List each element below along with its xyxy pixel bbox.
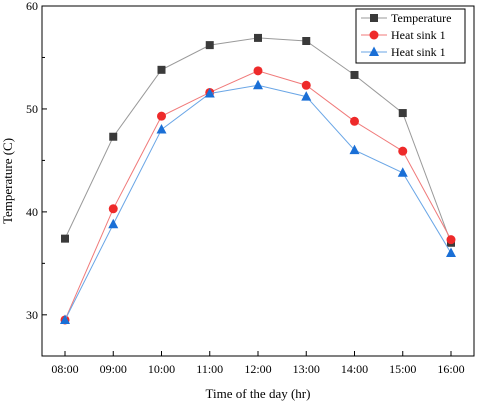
x-tick-label: 10:00 <box>148 362 175 376</box>
y-tick-label: 40 <box>26 205 38 219</box>
legend-label: Temperature <box>391 11 451 25</box>
data-point <box>302 37 311 45</box>
legend-label: Heat sink 1 <box>391 45 446 59</box>
data-point <box>253 66 263 76</box>
data-point <box>301 80 311 90</box>
y-tick-label: 60 <box>26 0 38 13</box>
data-point <box>108 204 118 214</box>
x-tick-label: 08:00 <box>51 362 78 376</box>
x-tick-label: 11:00 <box>196 362 223 376</box>
data-point <box>205 41 214 50</box>
data-point <box>446 235 456 245</box>
data-point <box>301 91 312 101</box>
legend-label: Heat sink 1 <box>391 28 446 42</box>
data-point <box>253 79 263 90</box>
legend-marker <box>370 14 378 22</box>
data-point <box>157 65 166 74</box>
x-axis: 08:00 09:00 10:00 11:00 12:00 13:00 14:00 15:00… <box>51 351 465 376</box>
series-line <box>64 70 452 321</box>
data-point <box>397 167 408 177</box>
y-tick-label: 50 <box>26 102 38 116</box>
x-tick-label: 15:00 <box>389 362 416 376</box>
series-layer <box>60 33 456 325</box>
legend-entry: Temperature <box>361 11 451 25</box>
y-axis: 30 40 50 60 <box>26 0 47 322</box>
legend-entry: Heat sink 1 <box>361 28 446 42</box>
x-tick-label: 16:00 <box>437 362 464 376</box>
series-1 <box>61 33 455 247</box>
data-point <box>349 144 360 155</box>
x-tick-label: 14:00 <box>341 362 368 376</box>
data-point <box>446 247 456 258</box>
data-point <box>398 146 408 156</box>
data-point <box>156 124 167 134</box>
legend-entry: Heat sink 1 <box>361 45 446 59</box>
data-point <box>254 33 262 42</box>
data-point <box>60 314 70 324</box>
x-axis-title: Time of the day (hr) <box>206 386 311 401</box>
series-3 <box>60 79 456 324</box>
data-point <box>350 116 359 126</box>
data-point <box>109 132 118 141</box>
series-2 <box>60 66 456 325</box>
legend: Temperature Heat sink 1 Heat sink 1 <box>355 8 466 64</box>
x-tick-label: 12:00 <box>244 362 271 376</box>
data-point <box>204 88 215 98</box>
y-axis-title: Temperature (C) <box>0 138 15 224</box>
data-point <box>157 111 166 121</box>
legend-marker <box>369 46 379 56</box>
data-point <box>350 70 359 79</box>
x-tick-label: 13:00 <box>293 362 320 376</box>
data-point <box>398 109 407 118</box>
legend-marker <box>369 30 379 40</box>
data-point <box>108 218 119 229</box>
x-tick-label: 09:00 <box>100 362 127 376</box>
data-point <box>61 234 69 243</box>
series-line <box>64 84 452 321</box>
y-tick-label: 30 <box>26 308 38 322</box>
